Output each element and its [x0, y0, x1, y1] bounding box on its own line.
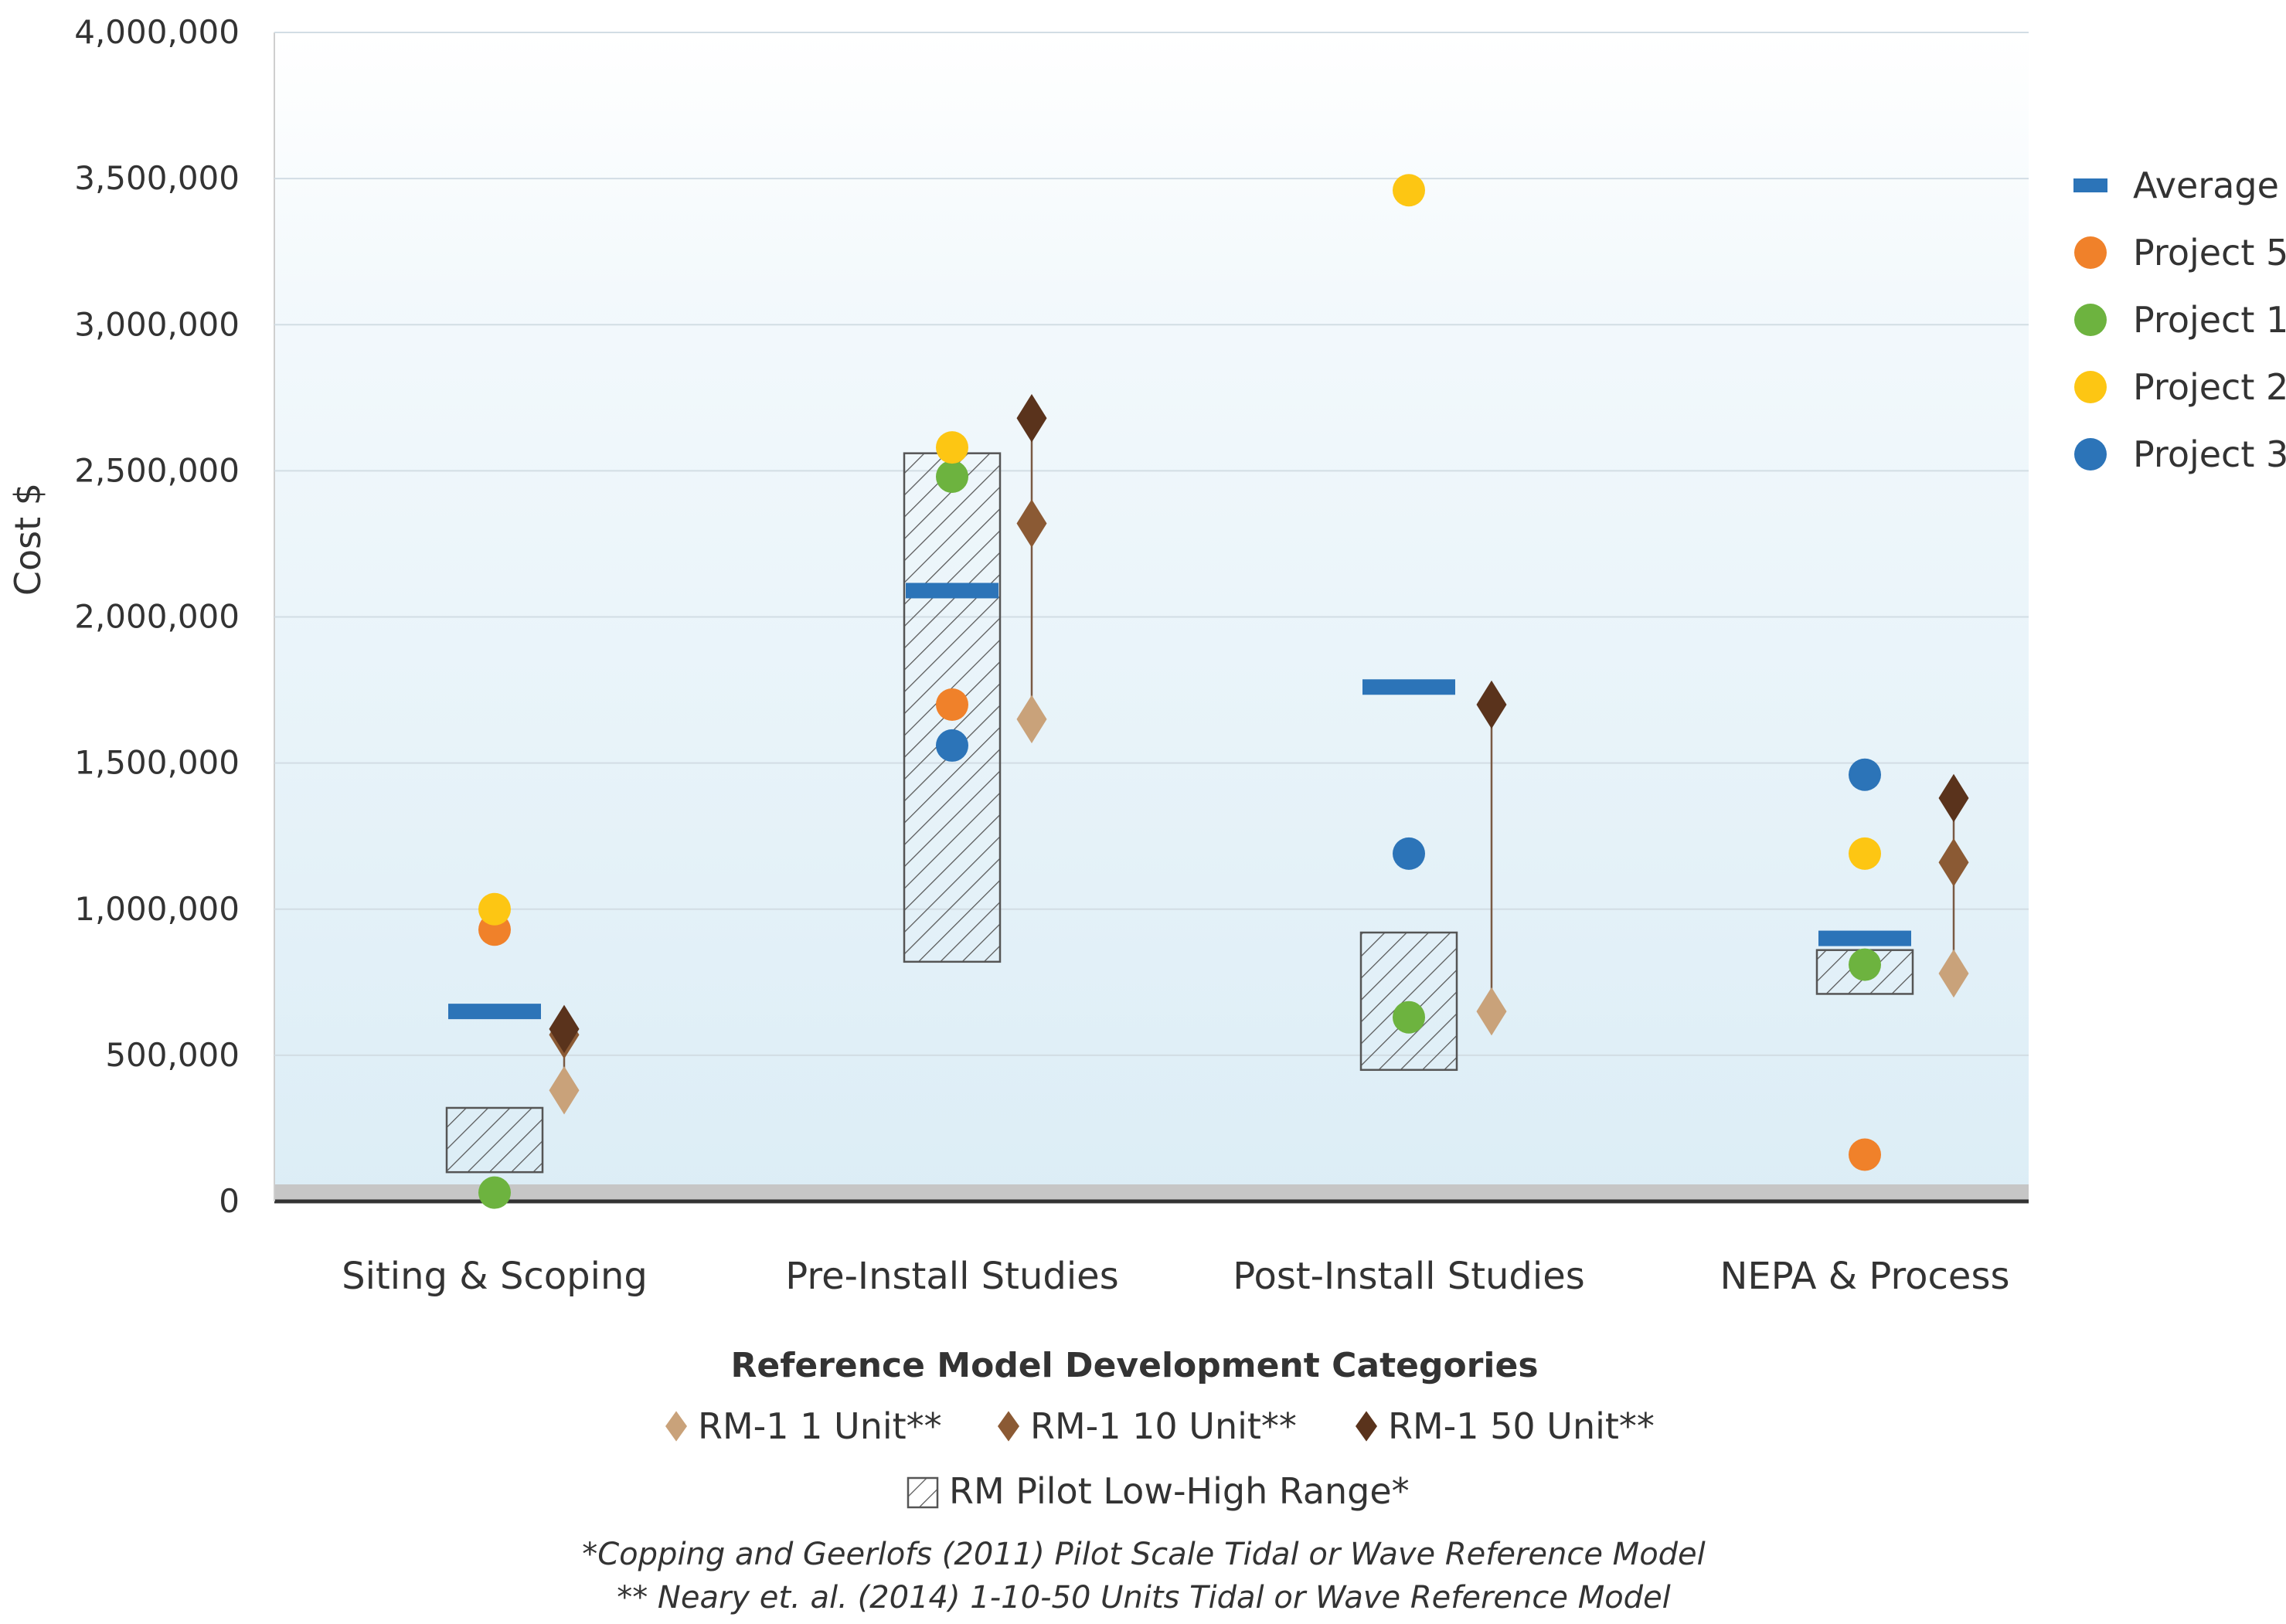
footnote: *Copping and Geerlofs (2011) Pilot Scale…: [582, 1537, 1706, 1572]
point-project-1: [1393, 1001, 1425, 1034]
legend-label: RM-1 1 Unit**: [698, 1405, 942, 1447]
y-tick-label: 3,500,000: [74, 159, 240, 197]
point-project-1: [478, 1176, 511, 1209]
legend-label: Average: [2133, 165, 2279, 206]
y-axis-title: Cost $: [7, 483, 49, 596]
diamond-rm-1-50-unit: [1016, 394, 1047, 443]
y-tick-label: 2,500,000: [74, 451, 240, 489]
y-tick-label: 1,500,000: [74, 744, 240, 782]
average-bar: [906, 583, 998, 599]
diamond-rm-1-50-unit: [549, 1004, 580, 1054]
point-project-2: [1393, 174, 1425, 207]
y-tick-label: 1,000,000: [74, 890, 240, 928]
diamond-rm-1-1-unit: [1016, 695, 1047, 744]
legend-label: Project 1: [2133, 299, 2286, 341]
range-box: [445, 1106, 544, 1174]
gridlines: [274, 32, 2029, 1056]
legend-swatch-project-1: [2074, 304, 2107, 336]
x-category-label: Siting & Scoping: [342, 1255, 648, 1298]
legend-swatch-project-2: [2074, 371, 2107, 403]
plot-floor: [274, 1184, 2029, 1201]
legend-range-swatch: [907, 1476, 939, 1509]
diamond-rm-1-10-unit: [1938, 837, 1969, 887]
legend-label: Project 2: [2133, 366, 2286, 408]
diamond-rm-1-50-unit: [1938, 773, 1969, 823]
legend-swatch-project-5: [2074, 236, 2107, 269]
legend-label: Project 3: [2133, 433, 2286, 475]
legend-swatch-average: [2073, 178, 2107, 192]
x-axis-categories: Siting & Scoping Pre-Install Studies Post-…: [342, 1255, 2009, 1298]
point-project-1: [936, 460, 968, 493]
x-category-label: Pre-Install Studies: [785, 1255, 1118, 1298]
y-tick-label: 500,000: [105, 1036, 240, 1074]
y-tick-label: 3,000,000: [74, 305, 240, 343]
point-project-2: [936, 431, 968, 464]
point-project-1: [1849, 948, 1881, 981]
y-tick-label: 0: [219, 1182, 240, 1220]
x-axis-title: Reference Model Development Categories: [730, 1346, 1538, 1385]
diamond-rm-1-1-unit: [1938, 949, 1969, 998]
average-bar: [448, 1004, 541, 1020]
point-project-2: [1849, 837, 1881, 870]
legend-label: Project 5: [2133, 232, 2286, 273]
average-bar: [1362, 679, 1455, 695]
legend-diamond: [1356, 1411, 1377, 1442]
legend-label: RM Pilot Low-High Range*: [949, 1470, 1410, 1512]
y-axis-ticks: 0 500,000 1,000,000 1,500,000 2,000,000 2,500…: [74, 13, 240, 1220]
footnotes: *Copping and Geerlofs (2011) Pilot Scale…: [582, 1537, 1706, 1616]
legend-diamond: [998, 1411, 1019, 1442]
diamond-rm-1-50-unit: [1476, 680, 1507, 729]
legend-label: RM-1 50 Unit**: [1388, 1405, 1655, 1447]
legend-label: RM-1 10 Unit**: [1030, 1405, 1297, 1447]
point-project-5: [936, 688, 968, 721]
point-project-3: [1393, 837, 1425, 870]
diamond-rm-1-1-unit: [1476, 987, 1507, 1036]
y-tick-label: 2,000,000: [74, 598, 240, 636]
legend-swatch-project-3: [2074, 438, 2107, 471]
average-bar: [1818, 930, 1911, 946]
x-category-label: NEPA & Process: [1720, 1255, 2010, 1298]
x-category-label: Post-Install Studies: [1233, 1255, 1585, 1298]
point-project-5: [1849, 1138, 1881, 1171]
y-tick-label: 4,000,000: [74, 13, 240, 51]
legend-right: Average Project 5 Project 1 Project 2 Projec…: [2073, 165, 2286, 475]
diamond-rm-1-10-unit: [1016, 499, 1047, 548]
diamond-rm-1-1-unit: [549, 1066, 580, 1115]
point-project-2: [478, 892, 511, 926]
data-marks: [448, 174, 1969, 1209]
legend-diamond: [665, 1411, 687, 1442]
legend-bottom: RM-1 1 Unit** RM-1 10 Unit** RM-1 50 Unit*…: [665, 1405, 1655, 1512]
point-project-3: [936, 729, 968, 762]
point-project-3: [1849, 758, 1881, 791]
footnote: ** Neary et. al. (2014) 1-10-50 Units Ti…: [617, 1580, 1671, 1616]
